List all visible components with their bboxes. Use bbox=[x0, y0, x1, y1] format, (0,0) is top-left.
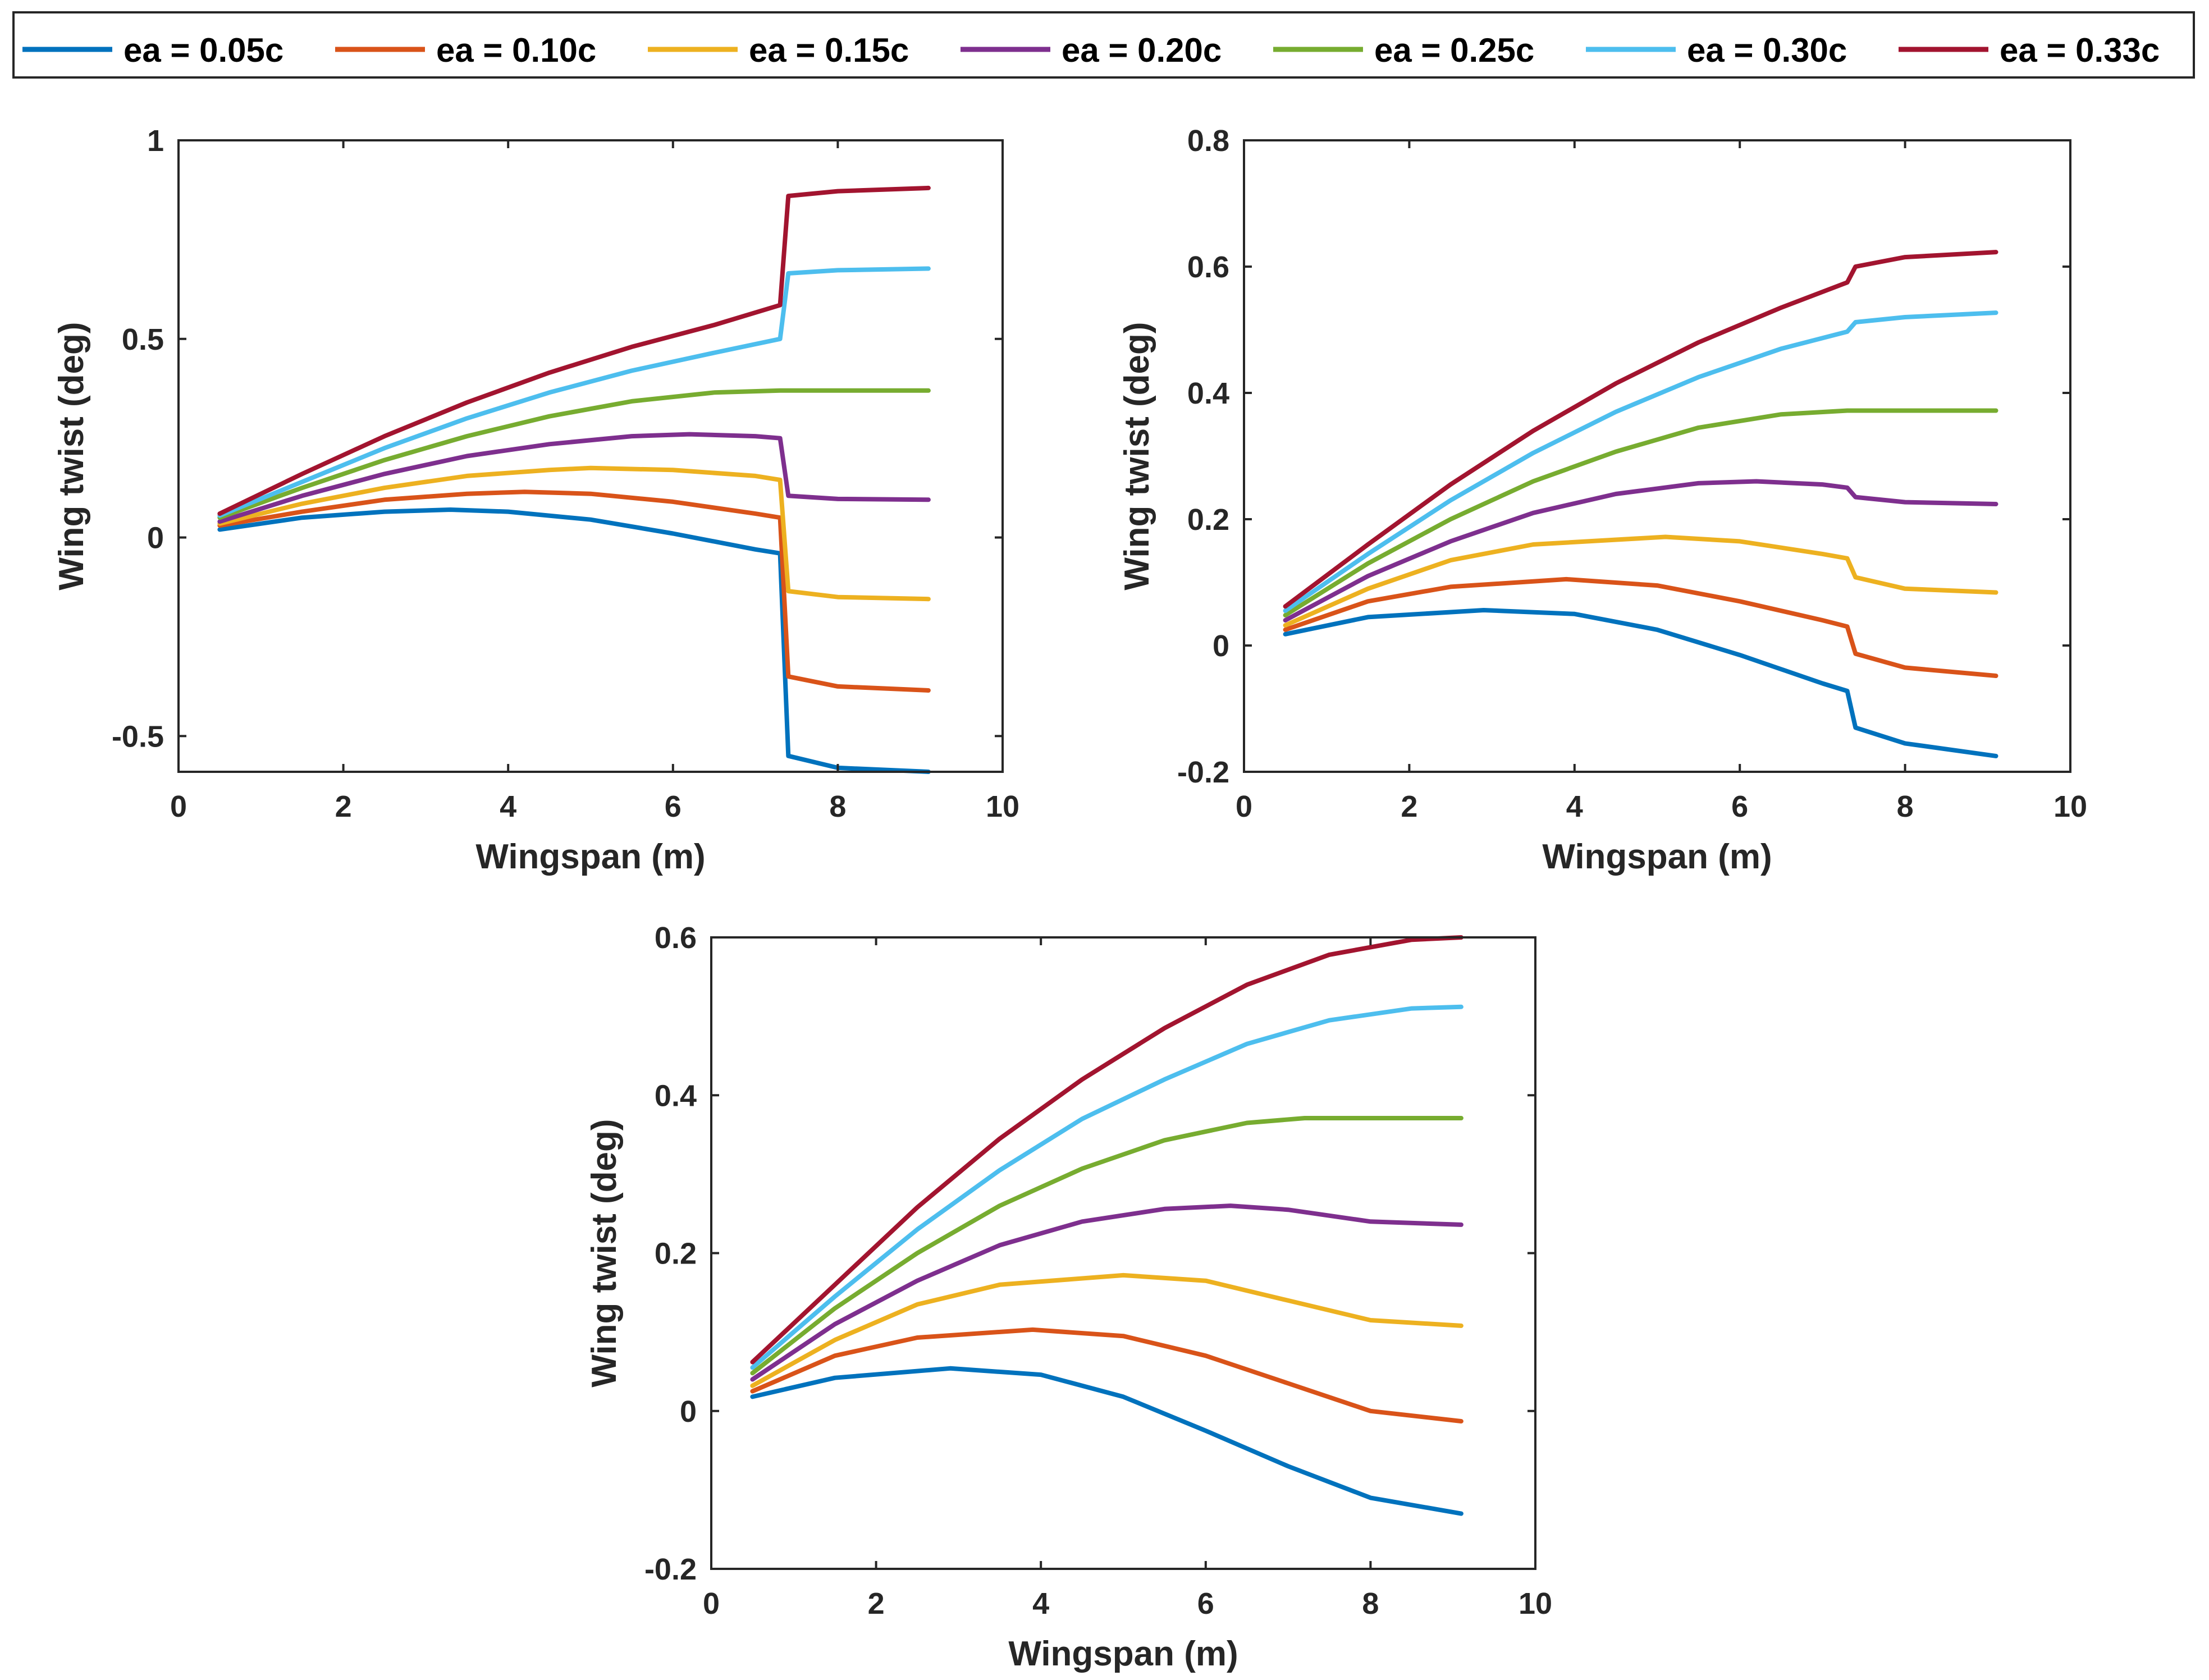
plot-area bbox=[711, 937, 1535, 1569]
axes-frame bbox=[177, 139, 1004, 773]
x-tick-label: 8 bbox=[1362, 1587, 1379, 1621]
y-tick-label: 0.6 bbox=[1187, 250, 1229, 284]
y-tick-label: 0 bbox=[680, 1395, 697, 1429]
y-axis-label: Wing twist (deg) bbox=[52, 322, 91, 590]
x-tick-label: 2 bbox=[868, 1587, 885, 1621]
series-line bbox=[750, 935, 1463, 1365]
series-line bbox=[750, 1203, 1463, 1382]
series-group bbox=[750, 935, 1463, 1516]
axes-frame bbox=[1243, 139, 2071, 773]
series-line bbox=[1283, 608, 1998, 758]
y-tick-label: 0.8 bbox=[1187, 124, 1229, 158]
series-line bbox=[750, 1366, 1463, 1516]
plot-area bbox=[179, 140, 1003, 772]
series-line bbox=[217, 507, 931, 774]
y-tick-label: 0 bbox=[147, 521, 164, 555]
x-tick-label: 6 bbox=[665, 790, 682, 823]
y-tick-label: 0.5 bbox=[122, 323, 164, 356]
x-tick-label: 6 bbox=[1731, 790, 1748, 823]
charts: 0 2 4 6 8 10 -0.5 0 0.5 1 Wingspan (m) Wing twist (… bbox=[52, 124, 2087, 1673]
y-axis-label: Wing twist (deg) bbox=[1118, 322, 1156, 590]
series-line bbox=[1283, 250, 1998, 609]
series-line bbox=[217, 489, 931, 693]
y-tick-label: 0.6 bbox=[655, 921, 697, 955]
legend-label: ea = 0.25c bbox=[1374, 31, 1534, 69]
y-tick-label: 0.2 bbox=[655, 1237, 697, 1271]
x-tick-label: 10 bbox=[986, 790, 1019, 823]
series-line bbox=[217, 185, 931, 516]
x-tick-label: 0 bbox=[703, 1587, 720, 1621]
y-tick-label: 1 bbox=[147, 124, 164, 158]
y-axis-label: Wing twist (deg) bbox=[585, 1119, 624, 1387]
x-tick-label: 8 bbox=[1897, 790, 1914, 823]
legend-label: ea = 0.10c bbox=[436, 31, 596, 69]
legend-label: ea = 0.33c bbox=[2000, 31, 2160, 69]
x-tick-label: 6 bbox=[1197, 1587, 1214, 1621]
series-line bbox=[1283, 408, 1998, 617]
series-line bbox=[1283, 576, 1998, 678]
series-line bbox=[1283, 534, 1998, 628]
legend-label: ea = 0.15c bbox=[749, 31, 909, 69]
x-tick-label: 4 bbox=[1032, 1587, 1049, 1621]
series-line bbox=[217, 266, 931, 518]
series-group bbox=[217, 185, 931, 774]
x-tick-label: 8 bbox=[829, 790, 846, 823]
x-tick-label: 4 bbox=[1566, 790, 1583, 823]
x-tick-label: 10 bbox=[2053, 790, 2087, 823]
y-tick-label: -0.2 bbox=[644, 1553, 697, 1586]
x-tick-label: 10 bbox=[1519, 1587, 1552, 1621]
y-tick-label: 0.2 bbox=[1187, 503, 1229, 537]
x-axis-label: Wingspan (m) bbox=[475, 837, 705, 876]
series-line bbox=[750, 1004, 1463, 1370]
series-line bbox=[1283, 310, 1998, 614]
x-tick-label: 2 bbox=[1401, 790, 1417, 823]
series-line bbox=[750, 1327, 1463, 1423]
legend-label: ea = 0.20c bbox=[1062, 31, 1222, 69]
x-axis-label: Wingspan (m) bbox=[1542, 837, 1772, 876]
series-line bbox=[750, 1272, 1463, 1388]
y-tick-label: 0 bbox=[1213, 629, 1229, 663]
x-axis-label: Wingspan (m) bbox=[1008, 1635, 1238, 1673]
y-tick-label: -0.2 bbox=[1177, 756, 1229, 789]
series-line bbox=[217, 388, 931, 520]
y-tick-label: -0.5 bbox=[112, 720, 164, 753]
legend-box bbox=[12, 11, 2195, 79]
y-tick-label: 0.4 bbox=[1187, 377, 1229, 410]
x-tick-label: 4 bbox=[500, 790, 516, 823]
legend-label: ea = 0.05c bbox=[124, 31, 283, 69]
series-line bbox=[750, 1116, 1463, 1376]
plot-area bbox=[1244, 140, 2070, 772]
series-line bbox=[217, 465, 931, 602]
legend: ea = 0.05c ea = 0.10c ea = 0.15c ea = 0.20c… bbox=[12, 11, 2195, 79]
x-tick-label: 0 bbox=[170, 790, 187, 823]
series-group bbox=[1283, 250, 1998, 758]
chart-panel-1: 0 2 4 6 8 10 -0.5 0 0.5 1 Wingspan (m) Wing twist (… bbox=[52, 124, 1019, 876]
y-tick-label: 0.4 bbox=[655, 1079, 697, 1113]
series-line bbox=[217, 432, 931, 524]
x-tick-label: 0 bbox=[1236, 790, 1252, 823]
series-line bbox=[1283, 479, 1998, 622]
x-tick-label: 2 bbox=[335, 790, 352, 823]
legend-label: ea = 0.30c bbox=[1687, 31, 1847, 69]
